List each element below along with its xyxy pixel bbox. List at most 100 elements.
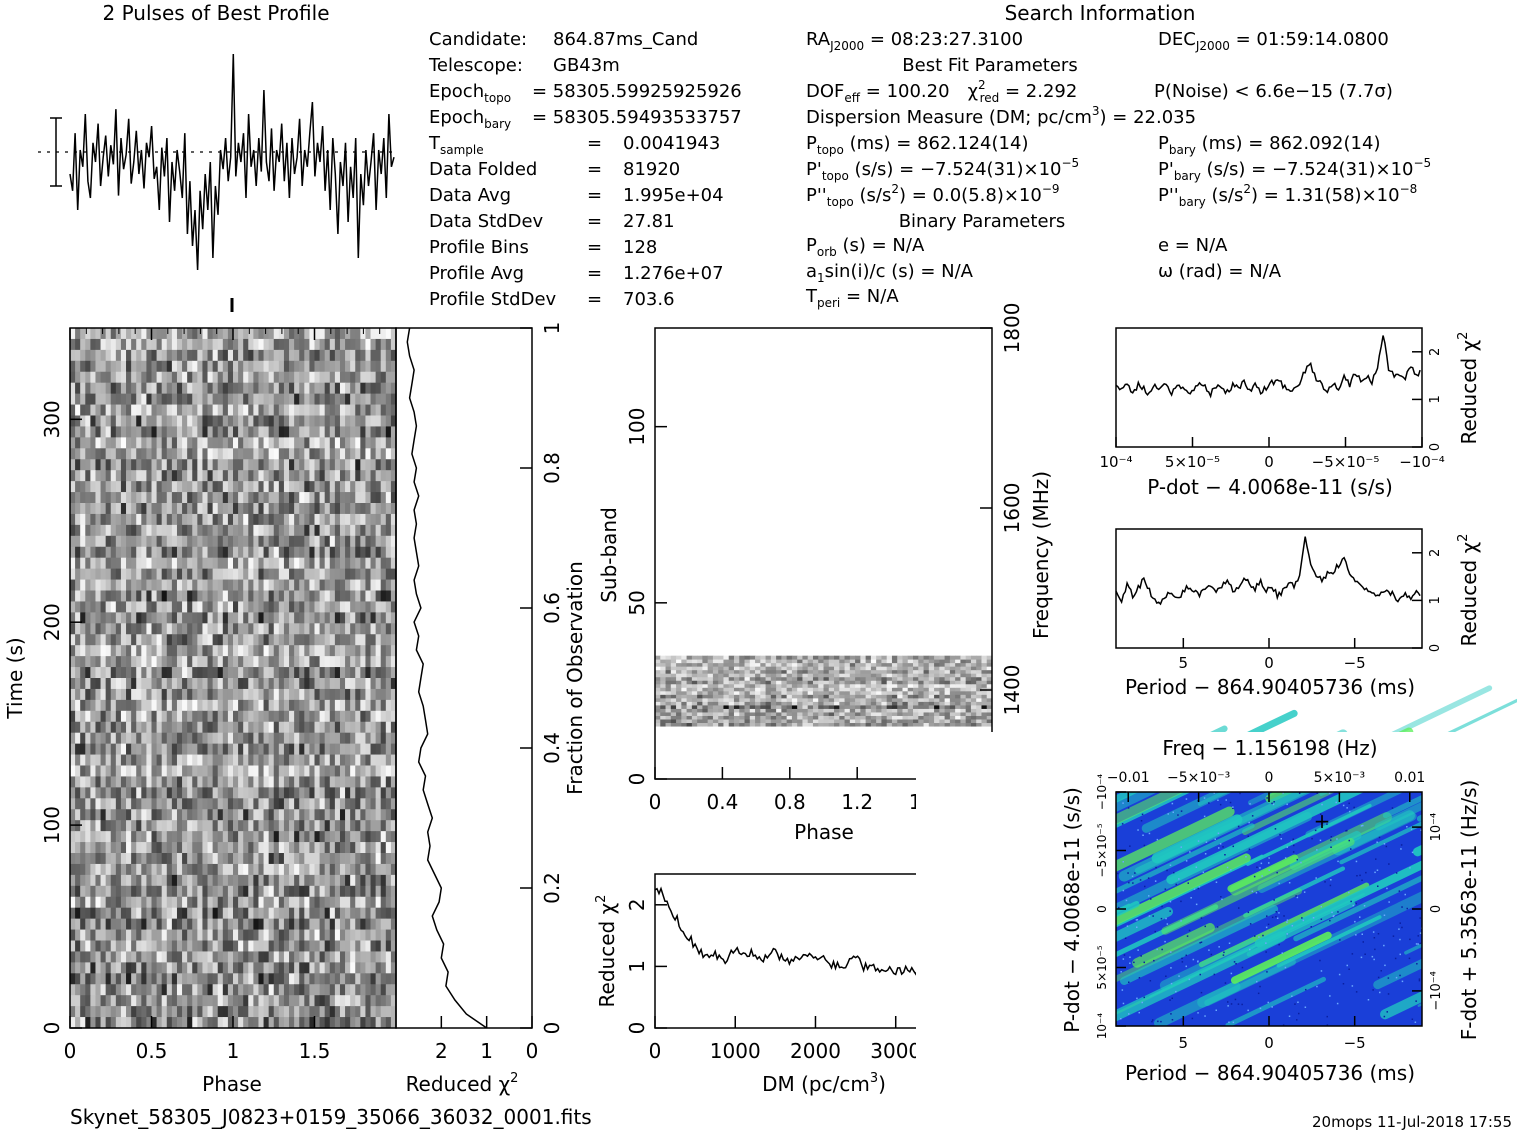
tp-cell — [227, 415, 234, 427]
tp-cell — [238, 896, 244, 909]
sb-cell — [923, 705, 930, 709]
tp-cell — [390, 338, 397, 351]
tp-cell — [273, 492, 280, 504]
sb-cell — [718, 694, 724, 699]
tp-cell — [75, 863, 81, 876]
sb-cell — [955, 715, 961, 720]
tp-cell — [80, 371, 86, 384]
tp-cell — [355, 579, 361, 591]
tp-cell — [294, 426, 300, 438]
tp-cell — [334, 349, 341, 362]
tp-cell — [136, 765, 142, 777]
tp-cell — [151, 601, 157, 613]
sb-cell — [844, 697, 851, 702]
tp-cell — [360, 951, 366, 963]
tp-cell — [339, 634, 346, 646]
tp-cell — [243, 765, 249, 777]
tp-cell — [263, 918, 270, 930]
tp-cell — [248, 404, 254, 416]
tp-cell — [141, 732, 147, 745]
sb-cell — [786, 722, 793, 727]
tp-cell — [380, 896, 387, 909]
sb-cell — [865, 715, 872, 720]
tp-cell — [294, 885, 300, 898]
tp-cell — [227, 798, 234, 810]
sb-cell — [886, 708, 893, 713]
tp-cell — [314, 623, 320, 635]
tp-cell — [90, 371, 96, 384]
tp-cell — [243, 645, 249, 657]
tp-cell — [278, 360, 285, 373]
tp-cell — [131, 831, 137, 843]
tp-cell — [161, 590, 168, 602]
tp-cell — [314, 984, 320, 996]
sb-cell — [934, 697, 940, 702]
tp-cell — [100, 470, 107, 482]
tp-cell — [375, 863, 382, 876]
tp-cell — [80, 776, 86, 788]
tp-cell — [334, 820, 341, 832]
tp-cell — [248, 842, 254, 854]
tp-cell — [345, 951, 351, 963]
sb-cell — [712, 722, 719, 727]
tp-cell — [141, 546, 147, 559]
tp-cell — [370, 699, 377, 712]
tp-cell — [263, 820, 270, 832]
tp-cell — [390, 984, 397, 996]
tp-cell — [324, 667, 331, 679]
tp-cell — [294, 513, 300, 526]
tp-cell — [263, 590, 270, 602]
sb-cell — [986, 715, 993, 720]
sb-cell — [844, 708, 851, 713]
tp-cell — [197, 557, 203, 570]
tp-cell — [365, 426, 371, 438]
tp-cell — [339, 874, 346, 887]
tp-cell — [355, 459, 361, 471]
tp-cell — [100, 557, 107, 570]
sb-cell — [791, 705, 798, 709]
tp-cell — [166, 360, 173, 373]
tp-cell — [80, 688, 86, 701]
tp-cell — [345, 831, 351, 843]
tp-cell — [365, 721, 371, 734]
tp-cell — [355, 678, 361, 690]
tp-cell — [95, 973, 101, 985]
tp-cell — [151, 874, 157, 887]
tp-cell — [105, 415, 112, 427]
sb-cell — [918, 701, 924, 706]
tp-cell — [115, 962, 122, 974]
tp-cell — [115, 568, 122, 580]
sb-cell — [712, 705, 719, 709]
tp-cell — [171, 776, 178, 788]
sb-cell — [897, 719, 903, 724]
sb-cell — [670, 722, 677, 727]
tp-cell — [156, 513, 163, 526]
tp-cell — [258, 360, 264, 373]
tp-cell — [299, 765, 305, 777]
sb-cell — [970, 687, 977, 692]
sb-cell — [786, 705, 793, 709]
tp-cell — [131, 612, 137, 624]
tp-cell — [350, 962, 356, 974]
tp-cell — [243, 393, 249, 405]
tp-cell — [176, 634, 183, 646]
tp-cell — [182, 984, 188, 996]
tp-cell — [380, 601, 387, 613]
tp-cell — [161, 568, 168, 580]
sb-cell — [891, 708, 898, 713]
tp-cell — [90, 743, 96, 755]
tp-cell — [365, 360, 371, 373]
tp-cell — [115, 820, 122, 832]
tp-cell — [197, 863, 203, 876]
tp-cell — [289, 426, 295, 438]
tp-cell — [100, 710, 107, 723]
tp-cell — [243, 896, 249, 909]
tp-cell — [146, 907, 152, 920]
sb-cell — [907, 694, 914, 699]
tp-cell — [197, 448, 203, 460]
tp-cell — [141, 535, 147, 548]
tp-cell — [85, 831, 91, 843]
sb-cell — [781, 708, 788, 713]
tp-cell — [304, 513, 310, 526]
tp-cell — [222, 699, 229, 712]
